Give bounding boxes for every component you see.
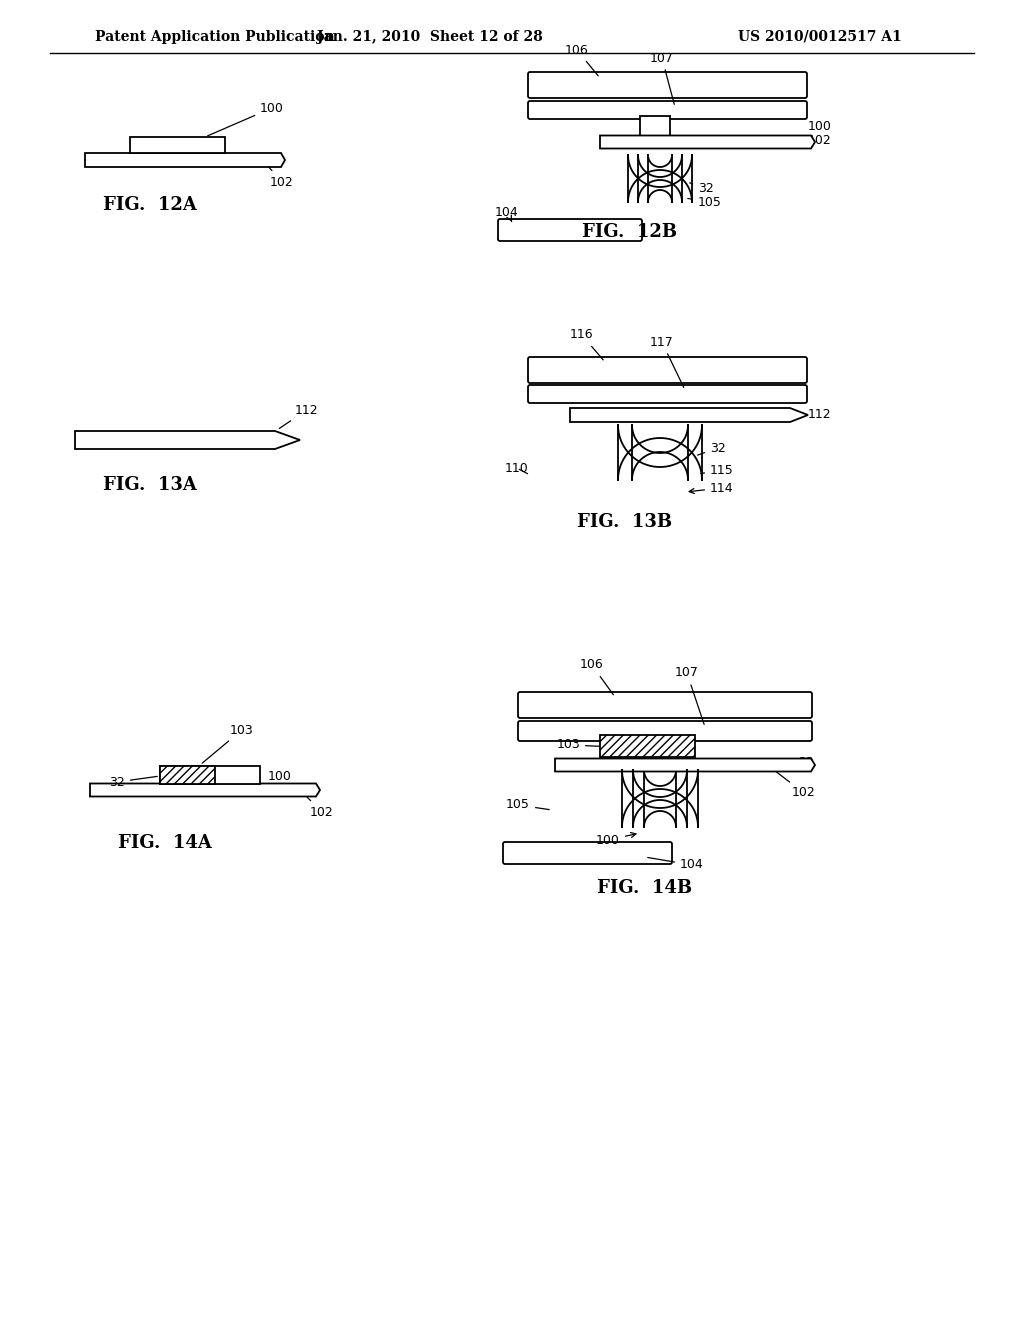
Text: 106: 106 <box>565 44 598 75</box>
Bar <box>160 766 215 784</box>
FancyBboxPatch shape <box>498 219 642 242</box>
Text: 103: 103 <box>556 738 615 751</box>
Text: 105: 105 <box>506 799 549 812</box>
Text: 102: 102 <box>772 768 816 800</box>
FancyBboxPatch shape <box>528 102 807 119</box>
FancyBboxPatch shape <box>518 721 812 741</box>
Text: 32: 32 <box>689 181 714 194</box>
Text: 105: 105 <box>688 195 722 209</box>
Bar <box>600 735 695 756</box>
Polygon shape <box>75 432 300 449</box>
Text: 115: 115 <box>700 463 734 477</box>
Text: 116: 116 <box>570 329 603 360</box>
Text: 114: 114 <box>689 482 733 495</box>
Text: US 2010/0012517 A1: US 2010/0012517 A1 <box>738 30 902 44</box>
Text: 103: 103 <box>202 723 254 763</box>
Bar <box>640 116 670 136</box>
Text: FIG.  14A: FIG. 14A <box>118 834 212 851</box>
Text: Patent Application Publication: Patent Application Publication <box>95 30 335 44</box>
Polygon shape <box>85 153 285 168</box>
Text: 32: 32 <box>697 441 726 455</box>
Text: 102: 102 <box>808 133 831 147</box>
Text: 102: 102 <box>307 797 334 818</box>
Text: 100: 100 <box>208 102 284 136</box>
Text: 112: 112 <box>808 408 831 421</box>
Text: 100: 100 <box>268 770 292 783</box>
FancyBboxPatch shape <box>528 356 807 383</box>
FancyBboxPatch shape <box>528 385 807 403</box>
Text: Jan. 21, 2010  Sheet 12 of 28: Jan. 21, 2010 Sheet 12 of 28 <box>317 30 543 44</box>
Bar <box>160 766 260 784</box>
Text: FIG.  12A: FIG. 12A <box>103 195 197 214</box>
Polygon shape <box>600 136 815 149</box>
Text: FIG.  12B: FIG. 12B <box>583 223 678 242</box>
Polygon shape <box>570 408 808 422</box>
Text: 107: 107 <box>675 667 705 725</box>
Text: 100: 100 <box>596 833 636 846</box>
Text: 104: 104 <box>495 206 519 222</box>
Text: FIG.  13A: FIG. 13A <box>103 477 197 494</box>
FancyBboxPatch shape <box>518 692 812 718</box>
Text: 32: 32 <box>798 756 814 770</box>
Polygon shape <box>555 759 815 771</box>
FancyBboxPatch shape <box>528 73 807 98</box>
Text: 110: 110 <box>505 462 528 474</box>
Text: 32: 32 <box>110 776 158 788</box>
Text: 107: 107 <box>650 51 674 104</box>
Polygon shape <box>90 784 319 796</box>
Text: 102: 102 <box>269 168 294 189</box>
Bar <box>130 137 225 153</box>
Text: FIG.  13B: FIG. 13B <box>578 513 673 531</box>
Text: 100: 100 <box>808 120 831 132</box>
Text: FIG.  14B: FIG. 14B <box>597 879 692 898</box>
Text: 104: 104 <box>648 858 703 871</box>
Text: 106: 106 <box>580 659 613 694</box>
FancyBboxPatch shape <box>503 842 672 865</box>
Text: 112: 112 <box>280 404 318 429</box>
Text: 117: 117 <box>650 335 684 388</box>
